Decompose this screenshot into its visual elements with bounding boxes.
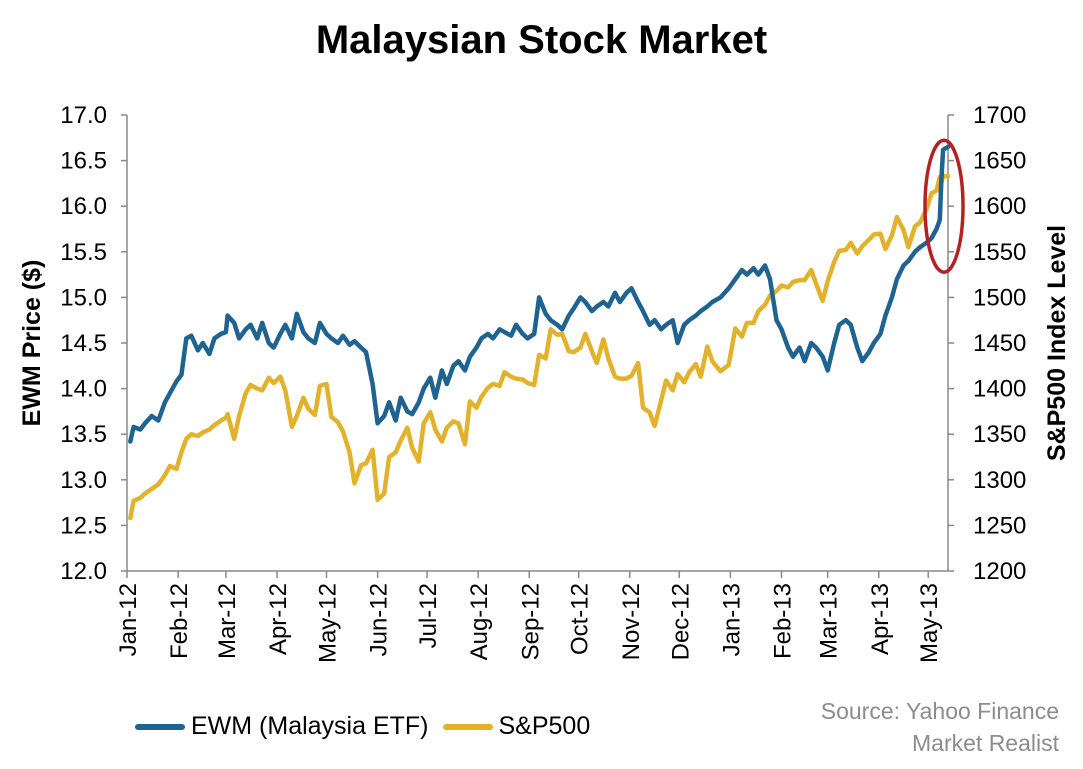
right-tick-label: 1700 <box>973 102 1026 129</box>
legend: EWM (Malaysia ETF) S&P500 <box>135 712 604 741</box>
x-tick-label: May-13 <box>916 583 943 663</box>
axes: 12.0 12.5 13.0 13.5 14.0 14.5 15.0 15.5 16.0 16.5… <box>18 102 1071 663</box>
left-tick-label: 17.0 <box>60 102 107 129</box>
left-tick-label: 14.5 <box>60 330 107 357</box>
right-tick-label: 1350 <box>973 421 1026 448</box>
highlight-ellipse <box>923 138 965 274</box>
left-tick-label: 15.5 <box>60 239 107 266</box>
x-tick-label: Aug-12 <box>466 583 493 660</box>
source-line: Source: Yahoo Finance <box>820 698 1059 724</box>
legend-item-sp500: S&P500 <box>442 712 591 741</box>
left-axis-title: EWM Price ($) <box>18 260 46 427</box>
legend-swatch-sp500 <box>442 723 493 730</box>
right-tick-label: 1200 <box>973 558 1026 585</box>
right-axis-title: S&P500 Index Level <box>1043 225 1071 461</box>
x-tick-label: Nov-12 <box>618 583 645 660</box>
left-tick-label: 16.5 <box>60 148 107 175</box>
annotation-layer <box>923 138 965 274</box>
x-tick-label: May-12 <box>314 583 341 663</box>
left-tick-label: 13.0 <box>60 467 107 494</box>
legend-item-ewm: EWM (Malaysia ETF) <box>135 712 429 741</box>
x-tick-label: Jan-12 <box>115 583 142 656</box>
x-tick-label: Oct-12 <box>567 583 594 655</box>
x-tick-label: Jun-12 <box>366 583 393 656</box>
x-tick-label: Mar-12 <box>214 583 241 659</box>
x-tick-label: Feb-12 <box>166 583 193 659</box>
x-tick-label: Mar-13 <box>816 583 843 659</box>
left-tick-label: 12.0 <box>60 558 107 585</box>
source-note: Source: Yahoo Finance Market Realist <box>821 695 1059 759</box>
right-tick-label: 1450 <box>973 330 1026 357</box>
series-layer <box>128 144 951 521</box>
legend-label-sp500: S&P500 <box>498 712 591 740</box>
right-tick-label: 1300 <box>973 467 1026 494</box>
right-tick-label: 1550 <box>973 239 1026 266</box>
right-tick-label: 1650 <box>973 148 1026 175</box>
x-tick-label: Apr-13 <box>867 583 894 655</box>
right-tick-label: 1250 <box>973 512 1026 539</box>
sp500-series-line <box>128 173 951 521</box>
x-tick-label: Apr-12 <box>265 583 292 655</box>
source-publisher: Market Realist <box>912 730 1059 756</box>
ewm-series-line <box>128 144 951 444</box>
left-tick-label: 15.0 <box>60 284 107 311</box>
x-tick-label: Dec-12 <box>667 583 694 660</box>
x-tick-label: Sep-12 <box>517 583 544 660</box>
right-tick-label: 1500 <box>973 284 1026 311</box>
left-tick-label: 13.5 <box>60 421 107 448</box>
legend-swatch-ewm <box>135 723 185 730</box>
x-tick-label: Jan-13 <box>718 583 745 656</box>
x-tick-label: Jul-12 <box>415 583 442 648</box>
right-tick-label: 1400 <box>973 376 1026 403</box>
left-tick-label: 16.0 <box>60 193 107 220</box>
left-tick-label: 14.0 <box>60 376 107 403</box>
chart-title: Malaysian Stock Market <box>315 18 768 62</box>
legend-label-ewm: EWM (Malaysia ETF) <box>191 712 429 740</box>
x-tick-label: Feb-13 <box>769 583 796 659</box>
right-tick-label: 1600 <box>973 193 1026 220</box>
left-tick-label: 12.5 <box>60 512 107 539</box>
